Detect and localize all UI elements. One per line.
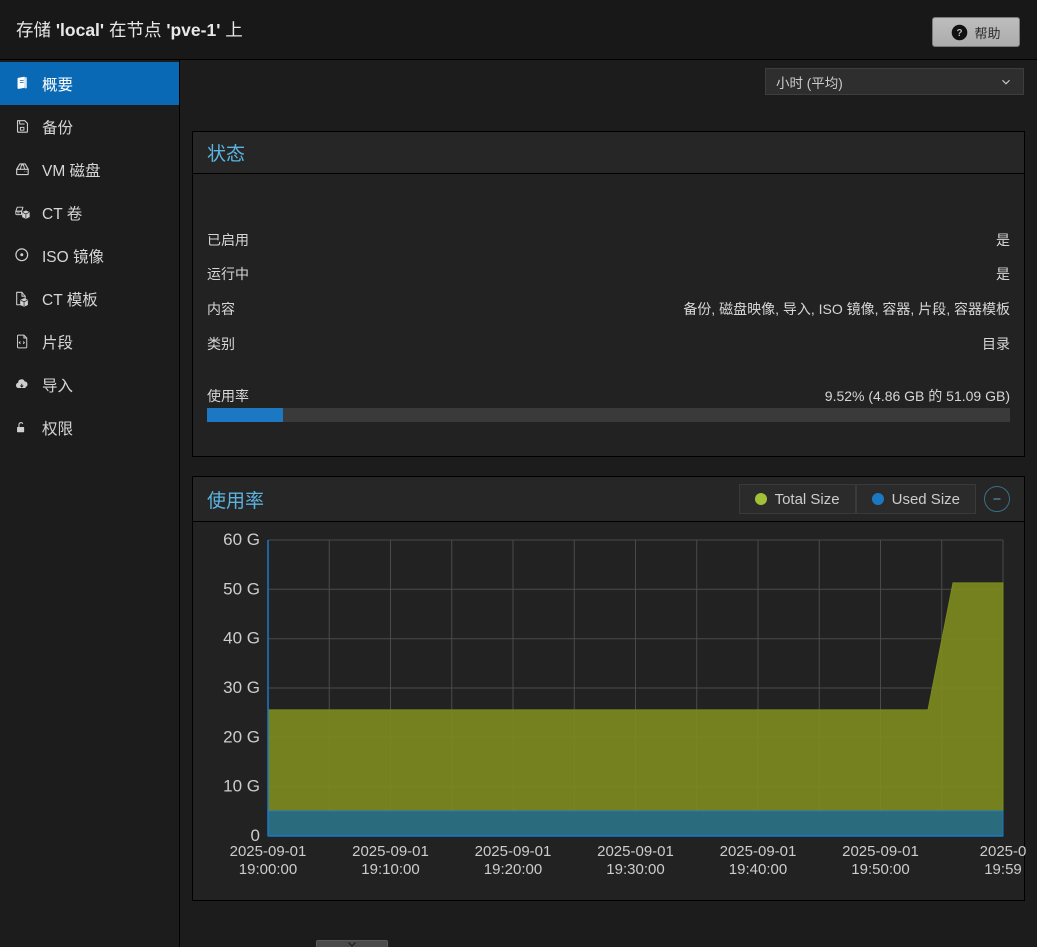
svg-text:40 G: 40 G [223,629,260,648]
svg-text:20 G: 20 G [223,727,260,746]
svg-text:60 G: 60 G [223,532,260,549]
svg-text:19:59: 19:59 [984,861,1022,878]
svg-text:19:50:00: 19:50:00 [851,861,909,878]
svg-text:19:20:00: 19:20:00 [484,861,542,878]
svg-text:19:10:00: 19:10:00 [361,861,419,878]
svg-text:2025-09-01: 2025-09-01 [720,843,797,860]
svg-text:2025-09-01: 2025-09-01 [230,843,307,860]
svg-text:19:00:00: 19:00:00 [239,861,297,878]
svg-text:19:30:00: 19:30:00 [606,861,664,878]
svg-text:2025-09-01: 2025-09-01 [842,843,919,860]
svg-text:19:40:00: 19:40:00 [729,861,787,878]
svg-text:2025-09-01: 2025-09-01 [352,843,429,860]
svg-text:50 G: 50 G [223,579,260,598]
svg-text:30 G: 30 G [223,678,260,697]
svg-text:2025-09-01: 2025-09-01 [475,843,552,860]
svg-text:10 G: 10 G [223,777,260,796]
svg-text:?: ? [957,28,963,39]
svg-text:2025-0: 2025-0 [980,843,1027,860]
svg-text:2025-09-01: 2025-09-01 [597,843,674,860]
